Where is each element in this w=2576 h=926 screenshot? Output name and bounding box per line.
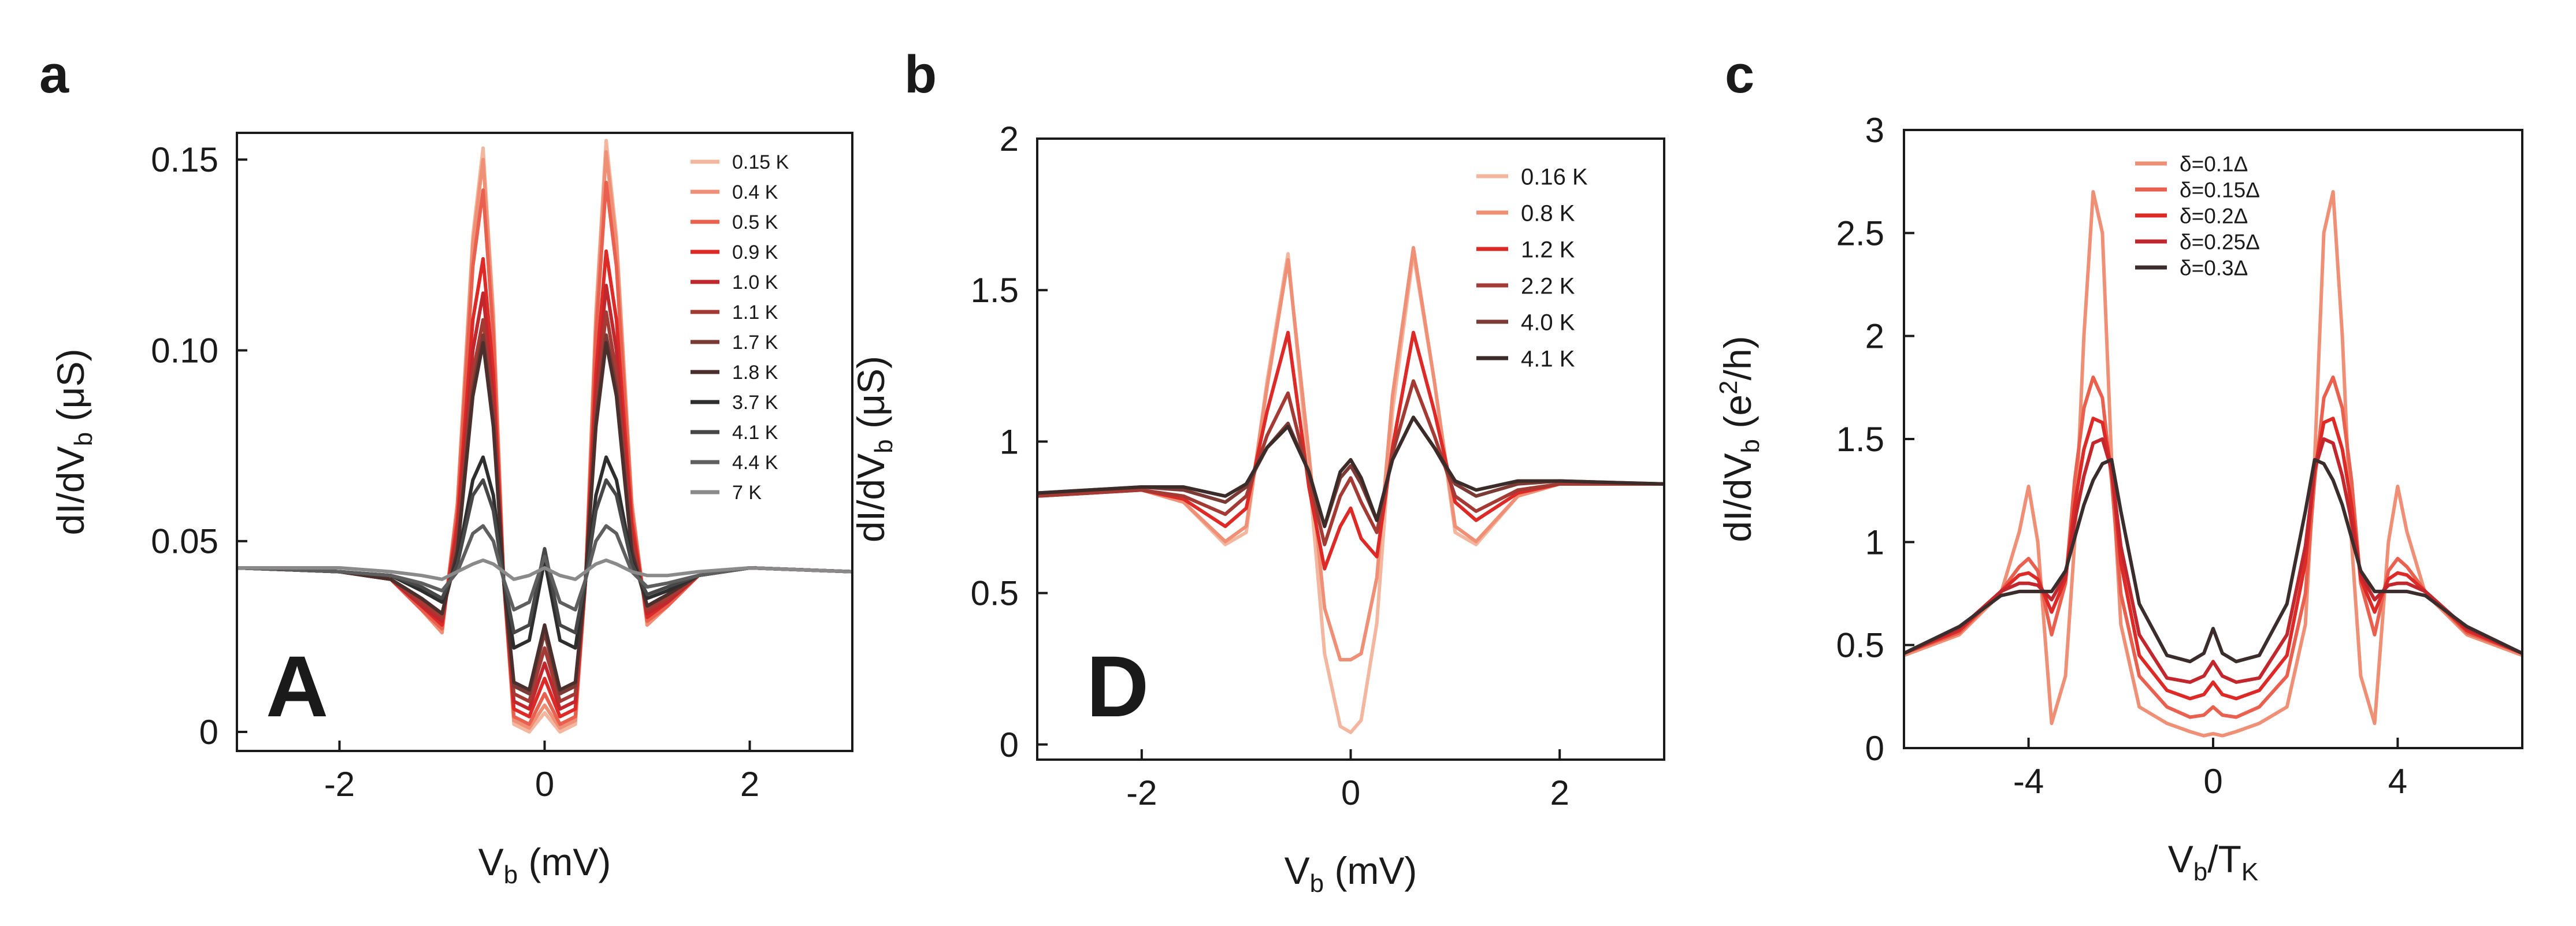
y-tick-label: 0.05 bbox=[151, 522, 218, 561]
series-line-6 bbox=[1037, 415, 1664, 529]
legend-entry: 0.4 K bbox=[732, 181, 778, 203]
series-line-6 bbox=[237, 310, 852, 704]
x-tick-label: -4 bbox=[2013, 762, 2044, 801]
legend-entry: 1.7 K bbox=[732, 332, 778, 354]
series-line-5 bbox=[1037, 415, 1664, 529]
legend-entry: δ=0.2Δ bbox=[2180, 204, 2248, 228]
legend-entry: 4.0 K bbox=[1521, 310, 1575, 335]
series-line-5 bbox=[1904, 458, 2522, 664]
panel-label: a bbox=[39, 45, 69, 104]
y-tick-label: 2 bbox=[1000, 120, 1019, 158]
y-tick-label: 1 bbox=[1000, 422, 1019, 461]
legend: 0.15 K 0.4 K 0.5 K 0.9 K 1.0 K 1.1 K 1.7 K 1.8 … bbox=[691, 151, 789, 504]
legend-entry: 1.8 K bbox=[732, 362, 778, 384]
legend-entry: 0.8 K bbox=[1521, 200, 1575, 226]
y-tick-label: 3 bbox=[1865, 111, 1884, 150]
legend-entry: 4.1 K bbox=[1521, 346, 1575, 371]
legend-entry: 1.0 K bbox=[732, 272, 778, 293]
series-line-5 bbox=[237, 284, 852, 711]
y-tick-label: 0 bbox=[1000, 726, 1019, 764]
legend-entry: 0.5 K bbox=[732, 211, 778, 233]
legend-entry: 0.15 K bbox=[732, 151, 789, 173]
series-line-3 bbox=[237, 180, 852, 726]
panel-a: -2 0 2 0 0.05 0.10 0.15 Vb (mV) dI/dVb (μS) a A 0.1… bbox=[39, 45, 853, 889]
inset-label: D bbox=[1086, 638, 1149, 735]
series-line-10 bbox=[237, 478, 852, 635]
series-line-1 bbox=[1904, 190, 2522, 738]
inset-label: A bbox=[266, 638, 328, 735]
series-line-12 bbox=[237, 558, 852, 581]
series-line-8 bbox=[237, 341, 852, 692]
series-line-11 bbox=[237, 524, 852, 612]
y-tick-label: 2.5 bbox=[1836, 214, 1884, 252]
legend-entry: 4.4 K bbox=[732, 452, 778, 474]
y-axis-label: dI/dVb (μS) bbox=[49, 349, 98, 535]
x-axis-label: Vb/TK bbox=[2168, 838, 2259, 886]
y-tick-label: 0.10 bbox=[151, 331, 218, 370]
legend-entry: 7 K bbox=[732, 482, 762, 504]
x-tick-label: -2 bbox=[1126, 773, 1157, 812]
series-line-3 bbox=[1037, 330, 1664, 571]
series-line-4 bbox=[1037, 379, 1664, 546]
legend-entry: δ=0.15Δ bbox=[2180, 178, 2260, 202]
x-tick-label: 0 bbox=[1341, 773, 1360, 812]
series-group bbox=[237, 139, 852, 734]
legend-entry: 3.7 K bbox=[732, 392, 778, 414]
y-tick-label: 0.15 bbox=[151, 140, 218, 179]
series-group bbox=[1904, 190, 2522, 738]
x-tick-label: -2 bbox=[324, 765, 355, 804]
series-line-2 bbox=[1904, 375, 2522, 719]
y-tick-label: 1 bbox=[1865, 523, 1884, 561]
panel-c: -4 0 4 0 0.5 1 1.5 2 2.5 3 Vb/TK dI/dVb (e2/h) c δ=0.… bbox=[1714, 45, 2523, 886]
x-tick-label: 0 bbox=[2203, 762, 2222, 801]
series-group bbox=[1037, 246, 1664, 734]
x-axis-label: Vb (mV) bbox=[1285, 849, 1417, 898]
y-axis-label: dI/dVb (μS) bbox=[849, 356, 898, 542]
series-line-1 bbox=[1037, 252, 1664, 734]
x-tick-label: 2 bbox=[1550, 773, 1569, 812]
y-tick-label: 2 bbox=[1865, 317, 1884, 356]
series-line-3 bbox=[1904, 416, 2522, 701]
y-axis-label: dI/dVb (e2/h) bbox=[1714, 336, 1765, 542]
legend-entry: 1.2 K bbox=[1521, 237, 1575, 262]
legend: 0.16 K 0.8 K 1.2 K 2.2 K 4.0 K 4.1 K bbox=[1476, 164, 1588, 371]
y-tick-label: 0.5 bbox=[1836, 626, 1884, 665]
panel-label: b bbox=[904, 45, 937, 104]
legend-entry: δ=0.1Δ bbox=[2180, 152, 2248, 176]
y-tick-label: 1.5 bbox=[1836, 420, 1884, 459]
panel-label: c bbox=[1725, 45, 1754, 104]
legend-entry: 4.1 K bbox=[732, 422, 778, 444]
legend-entry: δ=0.3Δ bbox=[2180, 256, 2248, 280]
x-tick-label: 4 bbox=[2388, 762, 2407, 801]
series-line-2 bbox=[1037, 246, 1664, 661]
series-line-2 bbox=[237, 150, 852, 730]
x-axis-label: Vb (mV) bbox=[478, 841, 611, 889]
x-tick-label: 0 bbox=[535, 765, 554, 804]
series-line-4 bbox=[237, 249, 852, 719]
legend-entry: 1.1 K bbox=[732, 302, 778, 323]
y-tick-label: 0.5 bbox=[971, 574, 1019, 613]
y-tick-label: 1.5 bbox=[971, 271, 1019, 310]
legend-entry: δ=0.25Δ bbox=[2180, 230, 2260, 254]
y-tick-label: 0 bbox=[199, 713, 218, 752]
legend-entry: 2.2 K bbox=[1521, 273, 1575, 299]
legend-entry: 0.9 K bbox=[732, 241, 778, 263]
series-line-7 bbox=[237, 333, 852, 696]
y-tick-label: 0 bbox=[1865, 729, 1884, 768]
series-line-4 bbox=[1904, 437, 2522, 684]
legend-entry: 0.16 K bbox=[1521, 164, 1588, 189]
x-tick-label: 2 bbox=[740, 765, 759, 804]
